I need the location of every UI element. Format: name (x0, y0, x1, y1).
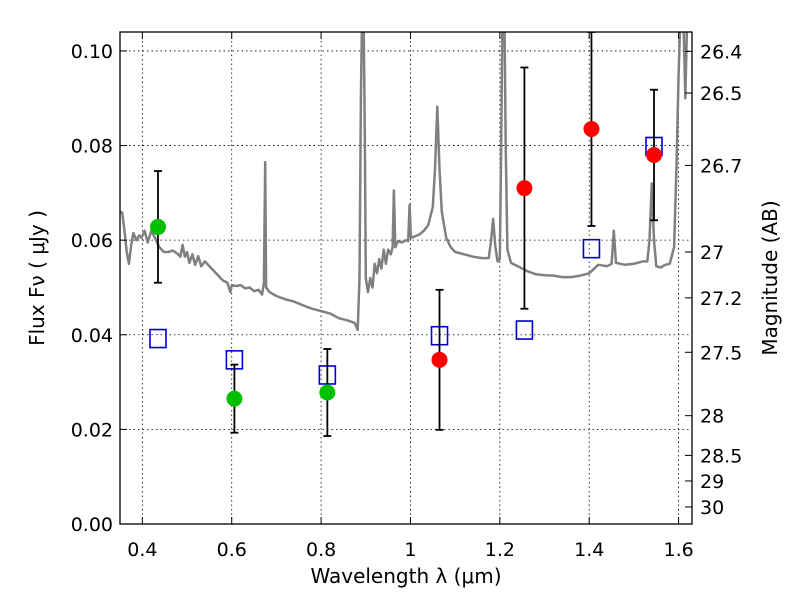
red-data-point (583, 120, 600, 137)
y-tick-label: 0.08 (71, 136, 113, 158)
red-data-point (516, 180, 533, 197)
model-square-marker (149, 328, 167, 349)
mag-tick-label: 27.2 (700, 288, 742, 310)
x-axis-title: Wavelength λ (μm) (310, 564, 501, 588)
green-data-point (149, 218, 166, 235)
mag-tick-label: 28 (700, 406, 724, 428)
mag-tick-label: 28.5 (700, 445, 742, 467)
y-tick-label: 0.02 (71, 419, 113, 441)
axis-ticks: 0.4 0.6 0.8 1 1.2 1.4 1.6 0.00 0.02 0.04 0.06 0.08 0… (71, 32, 742, 561)
y-tick-label: 0.00 (71, 514, 113, 536)
x-tick-label: 0.4 (127, 539, 157, 561)
y-axis-title: Flux Fν ( μJy ) (25, 210, 49, 346)
x-tick-label: 1.6 (663, 539, 693, 561)
model-square-marker (515, 320, 534, 340)
model-square-marker (582, 238, 601, 259)
mag-tick-label: 27 (700, 242, 724, 264)
x-tick-label: 0.6 (217, 539, 247, 561)
mag-tick-label: 26.4 (700, 41, 742, 63)
red-data-point (646, 147, 663, 163)
data-layer (120, 32, 689, 437)
spectrum-line (120, 32, 689, 332)
mag-tick-label: 26.5 (700, 83, 742, 105)
mag-tick-label: 30 (700, 497, 724, 519)
grid-lines (120, 32, 692, 525)
y-tick-label: 0.04 (71, 325, 113, 347)
x-tick-label: 0.8 (306, 539, 336, 561)
mag-tick-label: 26.7 (700, 155, 742, 177)
x-tick-label: 1.2 (485, 539, 515, 561)
green-data-point (319, 384, 336, 401)
mag-tick-label: 29 (700, 471, 724, 493)
x-tick-label: 1.4 (574, 539, 604, 561)
red-data-point (431, 351, 448, 368)
y-tick-label: 0.06 (71, 230, 113, 252)
mag-tick-label: 27.5 (700, 342, 742, 364)
right-axis-title: Magnitude (AB) (758, 200, 782, 355)
y-tick-label: 0.10 (71, 41, 113, 63)
green-data-point (226, 390, 243, 407)
x-tick-label: 1 (404, 539, 416, 561)
plot-background (120, 32, 692, 524)
plot-frame (119, 31, 693, 525)
